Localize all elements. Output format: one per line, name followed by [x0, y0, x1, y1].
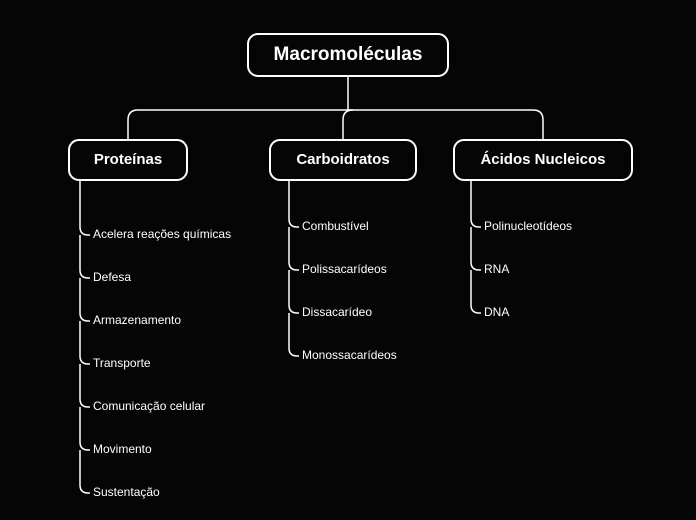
branch-connector	[128, 110, 348, 140]
leaf-connector	[471, 270, 481, 313]
leaf-connector	[471, 227, 481, 270]
leaf-label: Transporte	[93, 356, 151, 370]
leaf-connector	[80, 278, 90, 321]
branch-label-proteinas: Proteínas	[94, 151, 162, 168]
branch-label-acidos: Ácidos Nucleicos	[480, 151, 605, 168]
leaf-connector	[80, 235, 90, 278]
leaf-label: Polissacarídeos	[302, 262, 387, 276]
branch-connector	[343, 110, 353, 140]
leaf-connector	[80, 364, 90, 407]
root-label: Macromoléculas	[274, 44, 423, 65]
leaf-label: Defesa	[93, 270, 131, 284]
leaf-label: Monossacarídeos	[302, 348, 397, 362]
leaf-label: Comunicação celular	[93, 399, 205, 413]
leaf-connector	[289, 270, 299, 313]
leaf-connector	[80, 450, 90, 493]
leaf-label: Polinucleotídeos	[484, 219, 572, 233]
leaf-label: Dissacarídeo	[302, 305, 372, 319]
leaf-connector	[289, 180, 299, 227]
branch-connector	[348, 110, 543, 140]
leaf-label: Sustentação	[93, 485, 160, 499]
leaf-connector	[289, 313, 299, 356]
leaf-connector	[80, 407, 90, 450]
leaf-connector	[80, 180, 90, 235]
leaf-label: DNA	[484, 305, 509, 319]
leaf-label: Acelera reações químicas	[93, 227, 231, 241]
leaf-connector	[80, 321, 90, 364]
leaf-connector	[289, 227, 299, 270]
leaf-label: Combustível	[302, 219, 369, 233]
tree-diagram: Macromoléculas Proteínas Acelera reações q…	[0, 0, 696, 520]
leaf-connector	[471, 180, 481, 227]
leaf-label: Armazenamento	[93, 313, 181, 327]
branch-label-carboidratos: Carboidratos	[296, 151, 389, 168]
leaf-label: RNA	[484, 262, 509, 276]
leaf-label: Movimento	[93, 442, 152, 456]
